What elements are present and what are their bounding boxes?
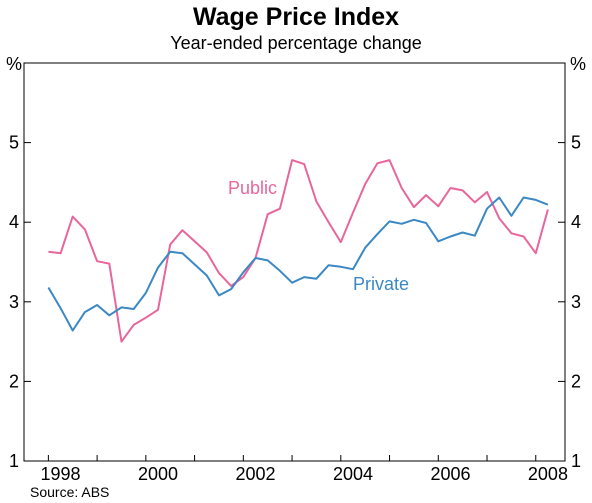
y-tick-label-right: 1 (571, 451, 581, 471)
y-tick-label-left: 4 (9, 212, 19, 232)
x-tick-label: 2008 (528, 464, 568, 484)
series-line-public (48, 159, 549, 343)
y-axis-unit-right: % (570, 54, 586, 74)
y-tick-label-right: 4 (571, 212, 581, 232)
y-tick-label-left: 1 (9, 451, 19, 471)
y-axis-unit-left: % (6, 54, 22, 74)
y-tick-label-right: 3 (571, 292, 581, 312)
series-label-public: Public (228, 178, 277, 198)
plot-area (23, 62, 566, 462)
series-line-private (47, 196, 549, 332)
x-tick-label: 2006 (430, 464, 470, 484)
y-tick-label-left: 5 (9, 133, 19, 153)
x-tick-label: 1998 (41, 464, 81, 484)
axis-ticks (24, 142, 565, 462)
chart-subtitle: Year-ended percentage change (170, 33, 422, 53)
y-tick-label-right: 5 (571, 133, 581, 153)
chart-title: Wage Price Index (192, 3, 400, 31)
y-tick-label-right: 2 (571, 371, 581, 391)
series-label-private: Private (353, 274, 409, 294)
source-note: Source: ABS (30, 484, 110, 500)
series-lines (47, 159, 549, 343)
x-tick-label: 2002 (235, 464, 275, 484)
y-tick-label-left: 2 (9, 371, 19, 391)
x-tick-label: 2000 (138, 464, 178, 484)
tick-labels: 1 1 2 2 3 3 4 4 5 5 1998 2000 2002 2004 2006 2008 (9, 133, 581, 484)
x-tick-label: 2004 (333, 464, 373, 484)
y-tick-label-left: 3 (9, 292, 19, 312)
